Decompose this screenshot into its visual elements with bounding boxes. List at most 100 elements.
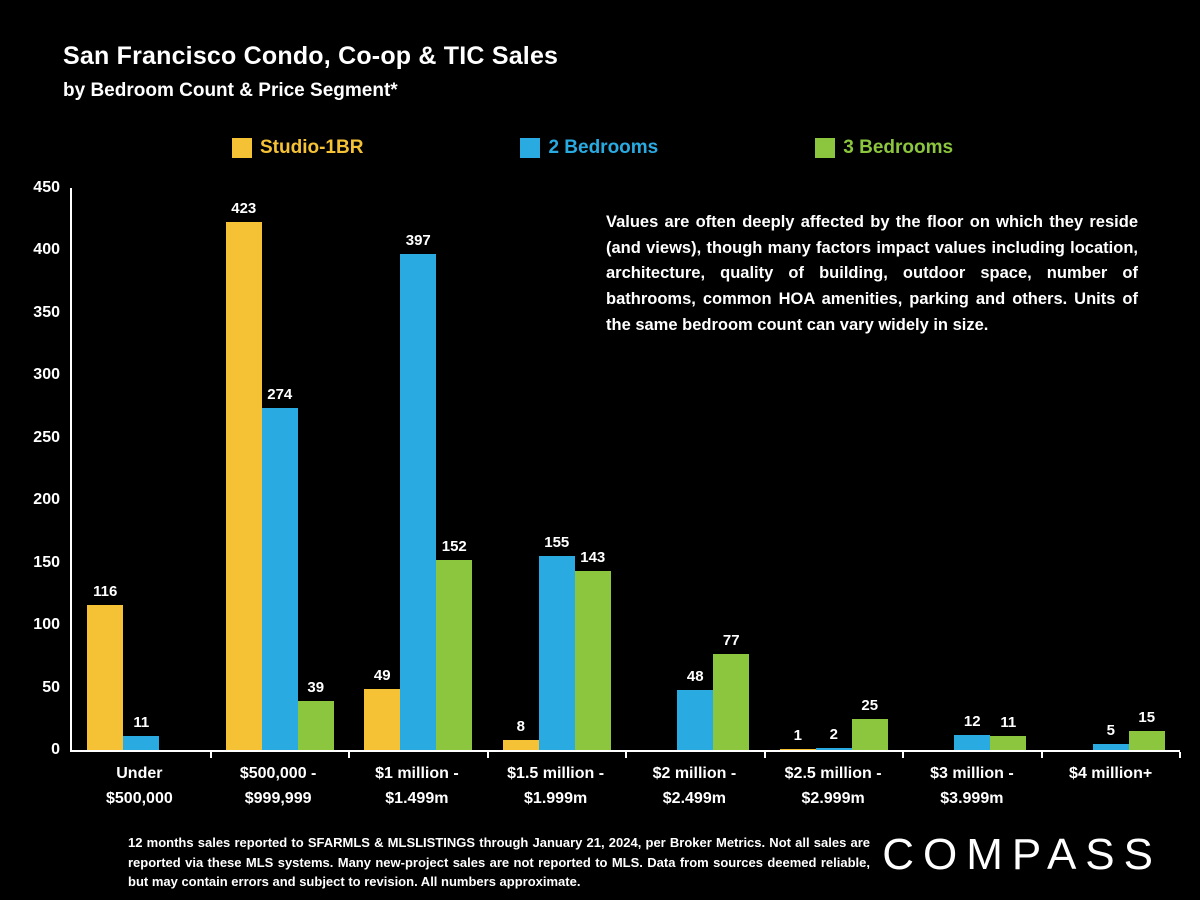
x-axis-tick xyxy=(763,752,766,758)
legend-label: Studio-1BR xyxy=(260,137,364,158)
bar-2-bedrooms xyxy=(1092,743,1129,750)
bar-slot: 15 xyxy=(1128,188,1165,750)
bar-2-bedrooms xyxy=(261,407,298,750)
chart-legend: Studio-1BR 2 Bedrooms 3 Bedrooms xyxy=(232,137,953,159)
bar-2-bedrooms xyxy=(815,747,852,750)
x-axis-labels: Under $500,000 $500,000 - $999,999 $1 mill… xyxy=(70,762,1180,812)
bar-value-label: 8 xyxy=(516,718,525,736)
x-category-label: $3 million - $3.999m xyxy=(930,765,1014,807)
bar-slot: 116 xyxy=(87,188,124,750)
bar-slot: 274 xyxy=(261,188,298,750)
bar-value-label: 77 xyxy=(722,631,740,649)
page-title: San Francisco Condo, Co-op & TIC Sales xyxy=(63,42,559,70)
bar-group: 1 2 25 xyxy=(765,188,904,758)
bar-2-bedrooms xyxy=(538,556,575,750)
x-category-label: Under $500,000 xyxy=(106,765,173,807)
x-category-label: $4 million+ xyxy=(1069,765,1153,782)
x-axis-tick xyxy=(1040,752,1043,758)
y-tick-label: 0 xyxy=(51,741,60,758)
bar-3-bedrooms xyxy=(436,560,473,750)
legend-item: 2 Bedrooms xyxy=(520,137,658,159)
y-tick-label: 450 xyxy=(33,179,60,196)
bar-2-bedrooms xyxy=(123,736,160,750)
bar-2-bedrooms xyxy=(677,690,714,750)
bar-studio-1br xyxy=(225,221,262,750)
bar-value-label: 1 xyxy=(793,726,802,744)
bar-slot: 48 xyxy=(677,188,714,750)
x-axis-tick xyxy=(486,752,489,758)
bar-value-label: 49 xyxy=(373,666,391,684)
bar-slot: 12 xyxy=(954,188,991,750)
y-tick-label: 100 xyxy=(33,616,60,634)
legend-item: 3 Bedrooms xyxy=(815,137,953,159)
bar-3-bedrooms xyxy=(1128,731,1165,750)
bar-slot: 5 xyxy=(1092,188,1129,750)
bar-groups: 116 11 423 274 39 49 397 152 8 155 143 48 77 1 2 25 12 11… xyxy=(72,188,1181,758)
bar-group: 8 155 143 xyxy=(488,188,627,758)
bar-value-label: 116 xyxy=(93,583,118,601)
bar-slot xyxy=(159,188,195,750)
y-tick-label: 300 xyxy=(33,366,60,384)
bar-value-label: 152 xyxy=(441,538,467,556)
x-category-label: $1 million - $1.499m xyxy=(375,765,459,807)
bar-slot: 152 xyxy=(436,188,473,750)
chart-plot: 0 50 100 150 200 250 300 350 400 450 116 11 423 274 3… xyxy=(33,179,1181,758)
bar-3-bedrooms xyxy=(990,736,1027,750)
bar-value-label: 48 xyxy=(686,668,704,686)
y-tick-label: 250 xyxy=(33,428,60,446)
bar-studio-1br xyxy=(87,605,124,750)
bar-value-label: 143 xyxy=(580,549,606,567)
bar-value-label: 11 xyxy=(1000,714,1017,732)
bar-slot: 423 xyxy=(225,188,262,750)
bar-value-label: 397 xyxy=(405,232,431,250)
x-category-label: $1.5 million - $1.999m xyxy=(507,765,605,807)
bar-slot: 49 xyxy=(364,188,401,750)
y-tick-label: 350 xyxy=(33,303,60,321)
bar-studio-1br xyxy=(502,740,539,750)
bar-slot: 11 xyxy=(123,188,160,750)
legend-swatch xyxy=(232,138,252,158)
header: San Francisco Condo, Co-op & TIC Sales b… xyxy=(63,42,558,102)
y-tick-label: 400 xyxy=(33,241,60,259)
x-category-label: $2 million - $2.499m xyxy=(652,765,737,807)
bar-slot: 155 xyxy=(538,188,575,750)
x-axis-tick xyxy=(625,752,627,758)
bar-slot: 77 xyxy=(713,188,750,750)
x-axis-tick xyxy=(209,752,212,758)
page-subtitle: by Bedroom Count & Price Segment* xyxy=(63,80,398,101)
bar-slot: 397 xyxy=(400,188,437,750)
bar-slot: 11 xyxy=(990,188,1027,750)
bar-slot: 8 xyxy=(502,188,539,750)
bar-value-label: 15 xyxy=(1138,709,1156,727)
bar-studio-1br xyxy=(364,688,401,750)
bar-3-bedrooms xyxy=(851,718,888,750)
x-category-label: $500,000 - $999,999 xyxy=(239,765,317,807)
annotation-text: Values are often deeply affected by the … xyxy=(606,213,1138,334)
bar-slot: 143 xyxy=(574,188,611,750)
bar-value-label: 39 xyxy=(307,679,325,697)
bar-3-bedrooms xyxy=(574,571,611,750)
bar-slot: 1 xyxy=(779,188,816,750)
legend-swatch xyxy=(520,138,541,158)
bar-value-label: 25 xyxy=(861,696,879,714)
bar-slot: 39 xyxy=(297,188,334,750)
x-axis-tick xyxy=(902,752,904,758)
y-tick-label: 50 xyxy=(42,678,60,696)
legend-label: 2 Bedrooms xyxy=(548,137,659,158)
bar-2-bedrooms xyxy=(400,254,437,750)
x-axis-tick xyxy=(348,752,350,758)
bar-group: 49 397 152 xyxy=(349,188,489,758)
bar-value-label: 423 xyxy=(231,199,257,217)
bar-value-label: 155 xyxy=(544,534,570,552)
bar-2-bedrooms xyxy=(954,735,991,750)
legend-label: 3 Bedrooms xyxy=(843,137,954,158)
y-tick-label: 200 xyxy=(33,491,60,509)
bar-3-bedrooms xyxy=(297,701,334,750)
footnote-text: 12 months sales reported to SFARMLS & ML… xyxy=(128,835,870,889)
bar-value-label: 2 xyxy=(829,725,838,743)
bar-value-label: 274 xyxy=(267,385,293,403)
bar-studio-1br xyxy=(779,748,816,750)
bar-slot: 2 xyxy=(815,188,852,750)
y-tick-label: 150 xyxy=(33,553,60,571)
